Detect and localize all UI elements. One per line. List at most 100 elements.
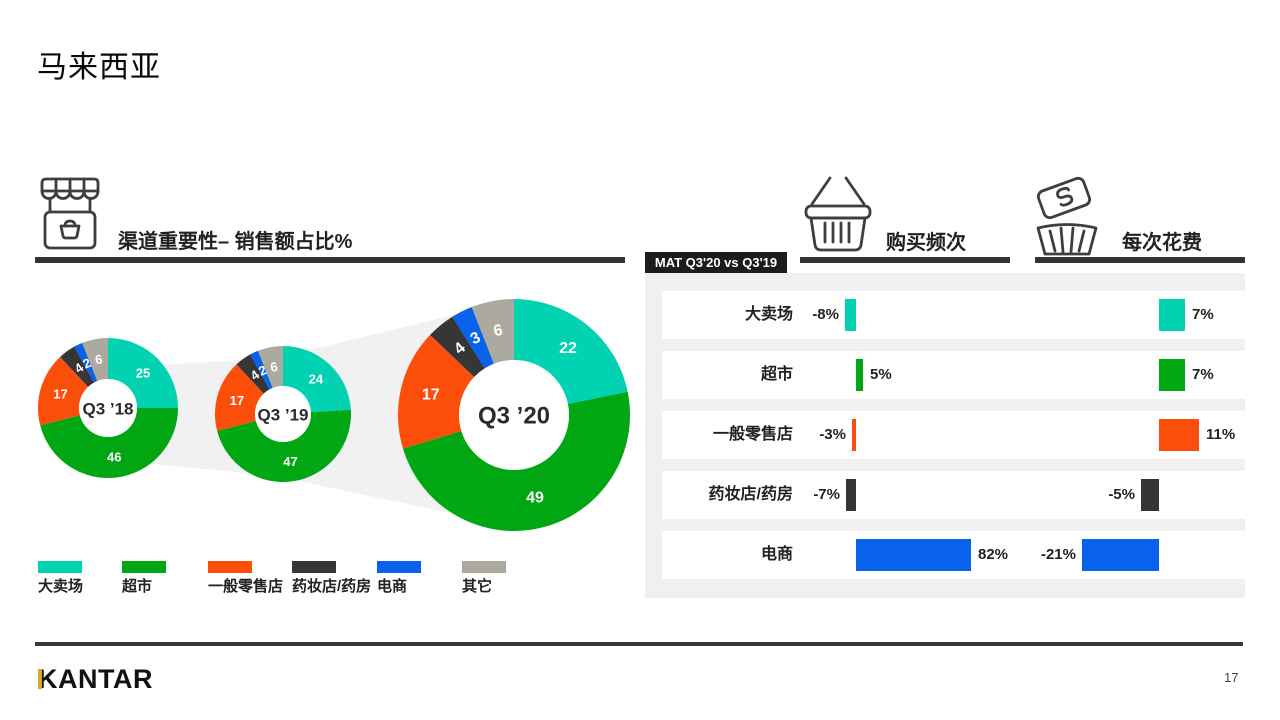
row-label: 大卖场	[744, 306, 793, 323]
donut-slice-value: 6	[94, 351, 104, 367]
legend-item: 其它	[462, 561, 522, 596]
spend-value: -21%	[1040, 546, 1076, 563]
legend-label: 超市	[122, 578, 153, 595]
donut-slice-value: 46	[107, 450, 121, 465]
donut-slice-value: 17	[53, 387, 67, 402]
donut-slice-value: 6	[269, 359, 279, 375]
donut-center-label: Q3 ’19	[257, 406, 308, 425]
kantar-logo-accent	[38, 669, 42, 689]
freq-heading: 购买频次	[886, 232, 966, 254]
legend-swatch	[292, 561, 336, 573]
kantar-logo: KANTAR	[38, 664, 153, 694]
donut-hole	[79, 379, 137, 437]
freq-value: -8%	[812, 306, 839, 323]
legend-swatch	[462, 561, 506, 573]
donut-slice	[398, 334, 475, 449]
freq-value: -7%	[813, 486, 840, 503]
donut-slice-value: 17	[422, 387, 440, 404]
donut-slice	[217, 409, 351, 482]
storefront-icon	[40, 177, 100, 250]
legend-item: 药妆店/药房	[292, 561, 372, 596]
legend-label: 其它	[462, 578, 493, 595]
row-label: 药妆店/药房	[708, 486, 793, 503]
spend-value: 11%	[1206, 426, 1236, 443]
basket-icon	[804, 176, 872, 252]
legend-swatch	[38, 561, 82, 573]
donut-slice-value: 17	[230, 393, 244, 408]
freq-value: -3%	[819, 426, 846, 443]
donut-slice	[257, 346, 283, 388]
donut-slice	[471, 299, 514, 364]
channel-section-heading: 渠道重要性– 销售额占比%	[118, 231, 353, 253]
comparison-panel: 大卖场 -8% 7% 超市 5% 7% 一般零售店 -3% 11% 药妆店/药房 -7% -5% 电商 8…	[645, 273, 1245, 598]
donut-slice	[283, 346, 351, 413]
donut-slice	[430, 316, 485, 378]
donut-slice-value: 24	[309, 372, 324, 387]
channel-row: 一般零售店 -3% 11%	[662, 411, 1245, 459]
donut-slice	[108, 338, 178, 408]
spend-value: -5%	[1108, 486, 1135, 503]
donut-slice-value: 49	[526, 489, 544, 506]
legend-item: 超市	[122, 561, 192, 596]
donut-slice	[215, 364, 264, 431]
donut-slice-value: 47	[283, 454, 297, 469]
donut-center-label: Q3 ’20	[478, 403, 550, 430]
row-label: 一般零售店	[712, 426, 793, 443]
freq-bar	[845, 299, 856, 331]
freq-value: 82%	[978, 546, 1009, 563]
spend-value: 7%	[1192, 366, 1214, 383]
page-title: 马来西亚	[37, 51, 161, 84]
legend-item: 大卖场	[38, 561, 108, 596]
donut-hole	[459, 360, 569, 470]
spend-bar	[1159, 299, 1185, 331]
freq-bar	[846, 479, 856, 511]
spend-value: 7%	[1192, 306, 1214, 323]
channel-heading-underline	[35, 257, 625, 263]
donut-slice	[38, 356, 89, 426]
freq-bar	[852, 419, 856, 451]
freq-heading-underline	[800, 257, 1010, 263]
donut-slice	[60, 346, 95, 387]
footer-rule	[35, 642, 1243, 646]
donut-hole	[255, 386, 311, 442]
legend-label: 电商	[377, 578, 408, 595]
banknote-icon	[1036, 176, 1098, 256]
donut-slice	[40, 408, 178, 479]
legend-swatch	[208, 561, 252, 573]
freq-bar	[856, 539, 971, 571]
freq-value: 5%	[870, 366, 892, 383]
donut-slice	[74, 342, 98, 383]
freq-bar	[856, 359, 863, 391]
legend-swatch	[122, 561, 166, 573]
donut-slice-value: 22	[559, 340, 577, 357]
spend-bar	[1141, 479, 1159, 511]
channel-row: 电商 82% -21%	[662, 531, 1245, 579]
donut-slice-value: 6	[492, 322, 504, 340]
donut-slice	[452, 306, 494, 369]
row-label: 超市	[760, 366, 793, 383]
spend-bar	[1159, 359, 1185, 391]
spend-bar	[1159, 419, 1199, 451]
mat-comparison-badge: MAT Q3'20 vs Q3'19	[645, 252, 787, 273]
channel-row: 药妆店/药房 -7% -5%	[662, 471, 1245, 519]
spend-heading: 每次花费	[1122, 232, 1202, 254]
legend-swatch	[377, 561, 421, 573]
donut-center-label: Q3 ’18	[82, 400, 133, 419]
spend-bar	[1082, 539, 1159, 571]
legend-item: 一般零售店	[208, 561, 303, 596]
legend-item: 电商	[377, 561, 437, 596]
channel-row: 大卖场 -8% 7%	[662, 291, 1245, 339]
donut-slice	[403, 391, 630, 531]
donut-slice	[82, 338, 108, 382]
donut-slice	[250, 350, 273, 390]
donut-slice-value: 25	[136, 365, 150, 380]
donut-slice	[236, 354, 270, 394]
legend-label: 大卖场	[38, 578, 84, 595]
legend-label: 药妆店/药房	[292, 578, 372, 595]
channel-row: 超市 5% 7%	[662, 351, 1245, 399]
spend-heading-underline	[1035, 257, 1245, 263]
